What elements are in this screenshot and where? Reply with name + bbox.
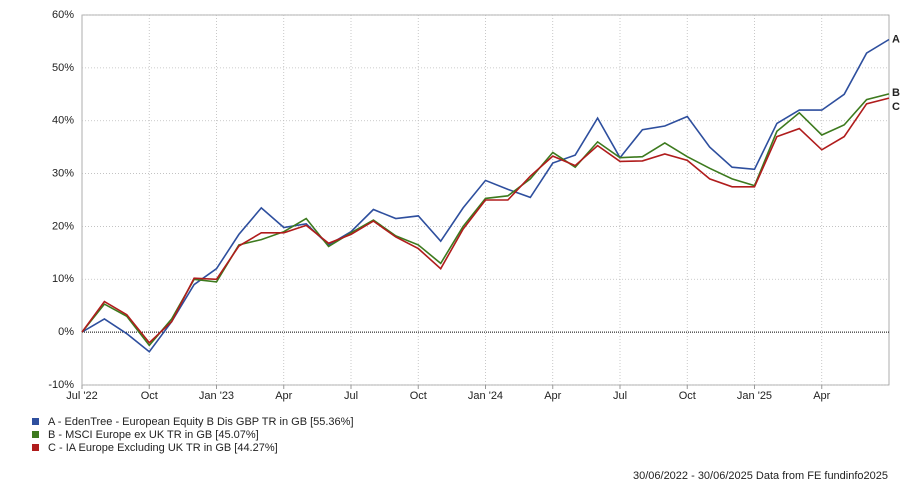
x-tick-label: Oct [679,390,696,402]
y-tick-label: 40% [52,115,74,127]
y-tick-label: 0% [58,326,74,338]
legend-label: A - EdenTree - European Equity B Dis GBP… [48,416,354,428]
x-tick-label: Jan '23 [199,390,234,402]
x-tick-label: Oct [141,390,158,402]
y-tick-label: 10% [52,273,74,285]
legend-swatch [32,431,39,438]
footer: 30/06/2022 - 30/06/2025 Data from FE fun… [633,470,888,482]
y-tick-label: 30% [52,167,74,179]
x-tick-label: Jul [344,390,358,402]
y-tick-label: 60% [52,9,74,21]
x-tick-label: Jul '22 [66,390,97,402]
series-line [81,38,890,353]
y-tick-label: 20% [52,220,74,232]
x-tick-label: Apr [813,390,830,402]
x-tick-label: Apr [275,390,292,402]
legend-label: C - IA Europe Excluding UK TR in GB [44.… [48,442,278,454]
legend-label: B - MSCI Europe ex UK TR in GB [45.07%] [48,429,259,441]
end-label: A [892,33,900,45]
end-label: B [892,87,900,99]
legend-swatch [32,444,39,451]
x-tick-label: Jan '25 [737,390,772,402]
series-line [81,97,890,344]
x-tick-label: Oct [410,390,427,402]
legend-swatch [32,418,39,425]
y-tick-label: -10% [48,379,74,391]
x-tick-label: Jul [613,390,627,402]
y-tick-label: 50% [52,62,74,74]
end-label: C [892,101,900,113]
x-tick-label: Apr [544,390,561,402]
x-tick-label: Jan '24 [468,390,503,402]
